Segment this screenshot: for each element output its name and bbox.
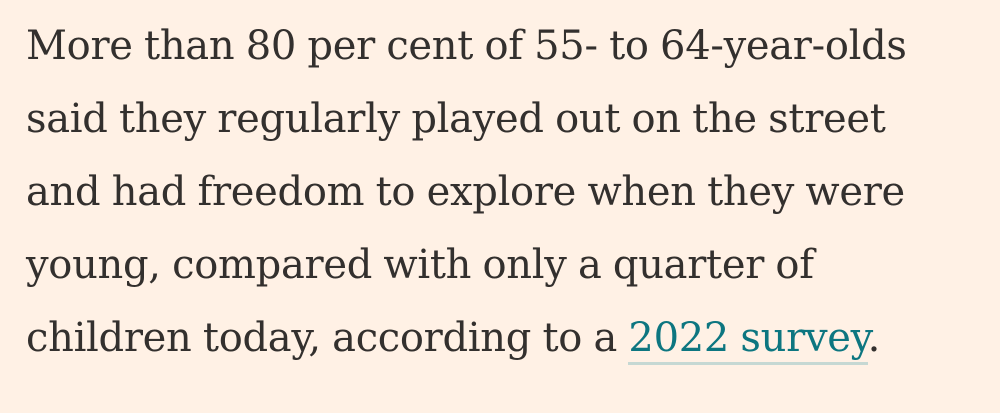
survey-link[interactable]: 2022 survey	[628, 315, 868, 365]
paragraph-line-3: and had freedom to explore when they wer…	[26, 169, 905, 215]
paragraph-line-4: young, compared with only a quarter of	[26, 242, 814, 288]
article-paragraph: More than 80 per cent of 55- to 64-year-…	[26, 10, 986, 375]
paragraph-line-2: said they regularly played out on the st…	[26, 96, 886, 142]
article-body: More than 80 per cent of 55- to 64-year-…	[26, 10, 986, 375]
sentence-period: .	[867, 315, 881, 361]
paragraph-line-5-text: children today, according to a	[26, 315, 629, 361]
paragraph-line-1: More than 80 per cent of 55- to 64-year-…	[26, 23, 907, 69]
paragraph-line-5: children today, according to a 2022 surv…	[26, 302, 986, 375]
